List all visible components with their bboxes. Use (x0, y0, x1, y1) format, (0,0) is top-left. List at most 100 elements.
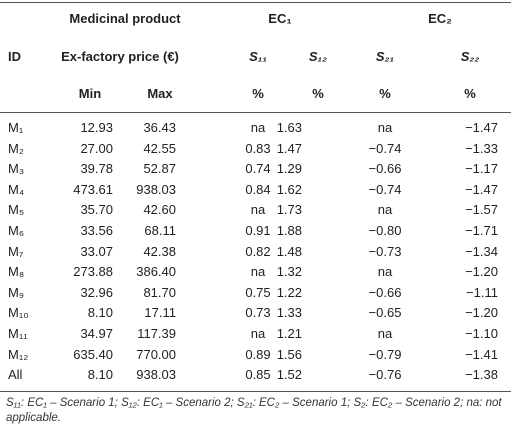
bottom-rule (0, 391, 511, 392)
cell: 1.73 (276, 202, 302, 218)
cell: 34.97 (80, 326, 113, 341)
row-id: M₁₀ (8, 305, 29, 321)
row-id: M₄ (8, 181, 25, 197)
cell: 770.00 (136, 346, 176, 362)
cell: −0.66 (368, 284, 402, 300)
cell: 33.07 (80, 243, 113, 259)
column-header: S₁₂ (308, 49, 328, 64)
cell: 68.11 (144, 223, 176, 238)
cell: 938.03 (136, 367, 176, 383)
cell: −1.20 (465, 264, 498, 280)
header-rule (0, 112, 511, 113)
column-header: Ex-factory price (€) (61, 49, 179, 64)
cell: −1.10 (465, 326, 498, 341)
row-id: M₆ (8, 223, 25, 238)
group-header: EC₁ (268, 11, 292, 26)
cell: 32.96 (80, 284, 113, 300)
cell: 635.40 (73, 346, 113, 362)
row-id: M₃ (8, 161, 25, 177)
unit-header: % (252, 86, 264, 101)
cell: 0.85 (245, 367, 271, 383)
cell: 1.32 (276, 264, 302, 280)
cell: −0.66 (368, 161, 402, 177)
cell: 1.62 (276, 181, 302, 197)
row-id: M₅ (8, 202, 25, 218)
cell: 0.75 (245, 284, 271, 300)
cell: −1.47 (465, 120, 498, 135)
cell: −0.74 (368, 181, 402, 197)
row-id: All (8, 367, 23, 383)
cell: 33.56 (80, 223, 113, 238)
cell: 0.74 (245, 161, 271, 177)
cell: 1.52 (276, 367, 302, 383)
cell: na (250, 120, 266, 135)
footnote: S₁₁: EC₁ – Scenario 1; S₁₂: EC₁ – Scenar… (6, 397, 502, 424)
cell: 35.70 (80, 202, 113, 218)
cell: 36.43 (143, 120, 176, 135)
row-id: M₉ (8, 284, 24, 300)
cell: 52.87 (143, 161, 176, 177)
cell: 0.84 (245, 181, 271, 197)
cell: na (377, 326, 393, 341)
cell: 1.21 (276, 326, 302, 341)
cell: 39.78 (80, 161, 113, 177)
cell: 0.82 (245, 243, 271, 259)
unit-header: Min (78, 86, 102, 101)
column-header: S₁₁ (249, 49, 267, 64)
cell: −0.74 (368, 140, 402, 156)
unit-header: % (464, 86, 476, 101)
cell: 1.47 (276, 140, 302, 156)
cell: 473.61 (73, 181, 113, 197)
cell: 12.93 (80, 120, 113, 135)
cell: −1.11 (466, 284, 498, 300)
cell: −1.34 (465, 243, 498, 259)
cell: 0.83 (245, 140, 271, 156)
cell: 1.29 (276, 161, 302, 177)
cell: 0.73 (245, 305, 271, 321)
cell: −1.17 (465, 161, 498, 177)
cell: 1.48 (276, 243, 302, 259)
row-id: M₈ (8, 264, 25, 280)
cell: 117.39 (137, 326, 176, 341)
cell: 0.91 (245, 223, 271, 238)
cell: na (250, 202, 266, 218)
cell: −0.79 (368, 346, 402, 362)
column-header: S₂₂ (460, 49, 480, 64)
cell: −1.20 (465, 305, 498, 321)
cell: na (250, 264, 266, 280)
column-header: S₂₁ (375, 49, 395, 64)
cell: −0.73 (368, 243, 402, 259)
group-header: Medicinal product (69, 11, 181, 26)
cell: 1.63 (276, 120, 302, 135)
cell: −1.38 (465, 367, 498, 383)
unit-header: % (379, 86, 391, 101)
cell: 42.38 (143, 243, 176, 259)
unit-header: Max (147, 86, 173, 101)
column-header: ID (8, 49, 21, 64)
cell: 273.88 (73, 264, 113, 280)
row-id: M₁₂ (8, 346, 29, 362)
cell: −1.33 (465, 140, 498, 156)
cell: 1.88 (276, 223, 302, 238)
cell: 8.10 (87, 305, 113, 321)
cell: na (377, 202, 393, 218)
cell: −1.41 (465, 346, 498, 362)
cell: 81.70 (143, 284, 176, 300)
cell: −1.71 (465, 223, 498, 238)
cell: 27.00 (80, 140, 113, 156)
top-rule (0, 2, 511, 3)
unit-header: % (312, 86, 324, 101)
cell: 17.11 (144, 305, 176, 321)
cell: −0.80 (368, 223, 402, 238)
cell: 1.56 (276, 346, 302, 362)
row-id: M₁ (8, 120, 24, 135)
cell: 0.89 (245, 346, 271, 362)
cell: 1.22 (276, 284, 302, 300)
cell: 386.40 (136, 264, 176, 280)
cell: −0.65 (368, 305, 402, 321)
cell: 42.55 (143, 140, 176, 156)
cell: −0.76 (368, 367, 402, 383)
cell: 1.33 (276, 305, 302, 321)
cell: 8.10 (87, 367, 113, 383)
